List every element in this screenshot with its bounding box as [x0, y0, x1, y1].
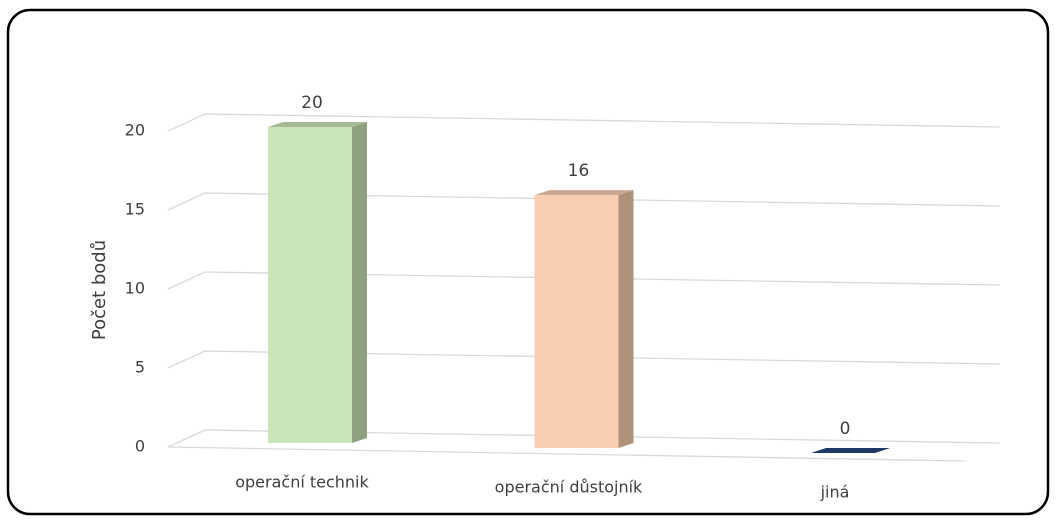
y-tick-label: 5	[135, 358, 145, 377]
data-label: 16	[568, 161, 590, 181]
x-tick-label: operační důstojník	[495, 477, 643, 496]
grid-line	[167, 113, 1001, 132]
chart-frame	[6, 8, 1050, 516]
bar	[534, 190, 634, 448]
bar-top	[534, 190, 634, 196]
data-label: 20	[301, 93, 323, 113]
floor-edge	[167, 446, 966, 462]
bar	[811, 447, 890, 453]
grid-line	[167, 429, 1001, 448]
bar-top	[811, 447, 890, 453]
grid-line	[167, 350, 1001, 369]
grid-line	[167, 192, 1001, 211]
bar	[268, 122, 367, 443]
bar-front	[268, 127, 352, 443]
grid-line	[167, 271, 1001, 290]
x-tick-label: jiná	[820, 482, 850, 501]
y-tick-label: 0	[135, 437, 145, 456]
bar-side	[618, 190, 634, 448]
y-axis-label: Počet bodů	[89, 240, 110, 340]
x-tick-label: operační technik	[235, 473, 369, 492]
data-label: 0	[840, 419, 851, 439]
bar-top	[268, 122, 367, 127]
y-tick-label: 20	[125, 121, 145, 140]
y-tick-label: 10	[125, 279, 145, 298]
bar-front	[534, 195, 619, 448]
y-tick-label: 15	[125, 200, 145, 219]
bar-side	[352, 122, 367, 443]
